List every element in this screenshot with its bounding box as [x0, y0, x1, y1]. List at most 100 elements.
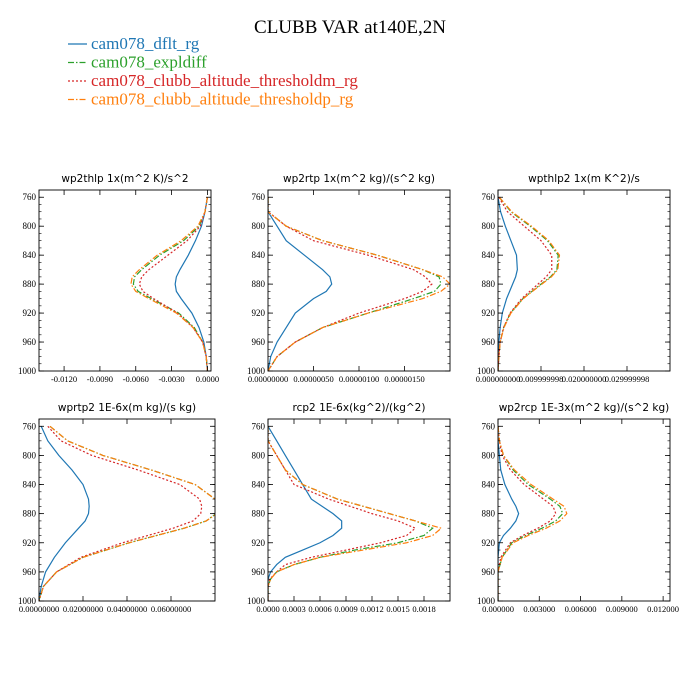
x-tick-label: 0.02000000: [63, 604, 103, 614]
y-tick-label: 960: [252, 567, 266, 577]
y-tick-label: 800: [23, 450, 37, 460]
x-tick-label: 0.06000000: [151, 604, 191, 614]
y-tick-label: 880: [482, 279, 496, 289]
series-line: [39, 425, 215, 601]
panel-title: wp2thlp 1x(m^2 K)/s^2: [61, 173, 188, 185]
y-tick-label: 1000: [477, 366, 496, 376]
legend-label: cam078_dflt_rg: [91, 34, 200, 53]
x-tick-label: -0.0030: [158, 374, 184, 384]
x-tick-label: 0.012000: [647, 604, 679, 614]
x-tick-label: 0.000000: [482, 604, 514, 614]
y-tick-label: 960: [23, 337, 37, 347]
y-tick-label: 880: [23, 509, 37, 519]
x-tick-label: 0.00000100: [339, 374, 379, 384]
series-line: [268, 426, 434, 601]
x-tick-label: 0.000000000: [476, 374, 521, 384]
series-line: [268, 197, 442, 371]
y-tick-label: 760: [482, 421, 496, 431]
x-tick-label: 0.006000: [565, 604, 597, 614]
panel-title: rcp2 1E-6x(kg^2)/(kg^2): [293, 402, 426, 414]
y-tick-label: 760: [252, 421, 266, 431]
legend: cam078_dflt_rgcam078_expldiffcam078_club…: [68, 34, 358, 109]
series-line: [39, 425, 203, 601]
x-tick-label: 0.009999998: [519, 374, 564, 384]
panel-title: wpthlp2 1x(m K^2)/s: [528, 173, 640, 185]
panel-title: wprtp2 1E-6x(m kg)/(s kg): [58, 402, 196, 414]
series-line: [39, 425, 215, 601]
x-tick-label: -0.0120: [51, 374, 77, 384]
series-line: [498, 426, 564, 601]
series-line: [130, 197, 209, 371]
x-tick-label: 0.00000000: [248, 374, 288, 384]
x-tick-label: -0.0090: [87, 374, 113, 384]
plot-frame: [38, 418, 216, 602]
plot-frame: [38, 189, 212, 372]
legend-label: cam078_clubb_altitude_thresholdp_rg: [91, 90, 354, 109]
y-tick-label: 960: [23, 567, 37, 577]
y-tick-label: 840: [23, 480, 37, 490]
chart-panel: wpthlp2 1x(m K^2)/s 760 800 840 880 920 960 100…: [476, 173, 671, 384]
series-line: [138, 197, 209, 371]
y-tick-label: 880: [23, 279, 37, 289]
y-tick-label: 800: [482, 450, 496, 460]
y-tick-label: 800: [252, 221, 266, 231]
chart-panel: rcp2 1E-6x(kg^2)/(kg^2) 760 800 840 880 920 96…: [247, 402, 451, 614]
y-tick-label: 920: [252, 308, 266, 318]
x-tick-label: 0.029999998: [605, 374, 650, 384]
plot-frame: [497, 418, 671, 602]
series-line: [268, 426, 417, 601]
y-tick-label: 960: [252, 337, 266, 347]
y-tick-label: 880: [482, 509, 496, 519]
x-tick-label: 0.04000000: [107, 604, 147, 614]
y-tick-label: 1000: [247, 366, 266, 376]
y-tick-label: 920: [482, 308, 496, 318]
plot-frame: [497, 189, 671, 372]
series-line: [268, 425, 343, 601]
series-line: [39, 426, 90, 601]
plot-frame: [267, 418, 451, 602]
legend-label: cam078_expldiff: [91, 53, 207, 72]
series-line: [268, 197, 433, 371]
y-tick-label: 1000: [18, 366, 37, 376]
y-tick-label: 800: [23, 221, 37, 231]
chart-panel: wp2rcp 1E-3x(m^2 kg)/(s^2 kg)760 800 840 88…: [477, 402, 679, 614]
panel-title: wp2rtp 1x(m^2 kg)/(s^2 kg): [283, 173, 435, 185]
figure-title: CLUBB VAR at140E,2N: [254, 17, 446, 38]
y-tick-label: 760: [23, 421, 37, 431]
y-tick-label: 840: [252, 480, 266, 490]
y-tick-label: 760: [23, 192, 37, 202]
legend-label: cam078_clubb_altitude_thresholdm_rg: [91, 71, 358, 90]
y-tick-label: 1000: [477, 596, 496, 606]
x-tick-label: 0.009000: [606, 604, 638, 614]
y-tick-label: 960: [482, 567, 496, 577]
x-tick-label: 0.0006: [308, 604, 331, 614]
y-tick-label: 760: [252, 192, 266, 202]
x-tick-label: 0.0018: [412, 604, 435, 614]
x-tick-label: 0.003000: [523, 604, 555, 614]
series-line: [268, 197, 333, 371]
y-tick-label: 800: [482, 221, 496, 231]
y-tick-label: 880: [252, 279, 266, 289]
x-tick-label: 0.00000050: [293, 374, 333, 384]
series-line: [498, 196, 561, 371]
series-line: [268, 197, 450, 371]
series-line: [498, 197, 518, 371]
y-tick-label: 920: [23, 308, 37, 318]
y-tick-label: 840: [482, 250, 496, 260]
x-tick-label: 0.0009: [334, 604, 357, 614]
chart-panel: wprtp2 1E-6x(m kg)/(s kg) 760 800 840 880 920…: [18, 402, 216, 614]
y-tick-label: 760: [482, 192, 496, 202]
y-tick-label: 960: [482, 337, 496, 347]
x-tick-label: 0.00000000: [19, 604, 59, 614]
series-line: [498, 426, 568, 601]
x-tick-label: 0.00000150: [384, 374, 424, 384]
series-line: [132, 197, 209, 371]
y-tick-label: 1000: [247, 596, 266, 606]
chart-panel: wp2thlp 1x(m^2 K)/s^2 760 800 840 880 920 960 1…: [18, 173, 219, 384]
plot-frame: [267, 189, 451, 372]
x-tick-label: 0.0000: [256, 604, 279, 614]
chart-panel: wp2rtp 1x(m^2 kg)/(s^2 kg) 760 800 840 880 92…: [247, 173, 451, 384]
y-tick-label: 1000: [18, 596, 37, 606]
y-tick-label: 800: [252, 450, 266, 460]
